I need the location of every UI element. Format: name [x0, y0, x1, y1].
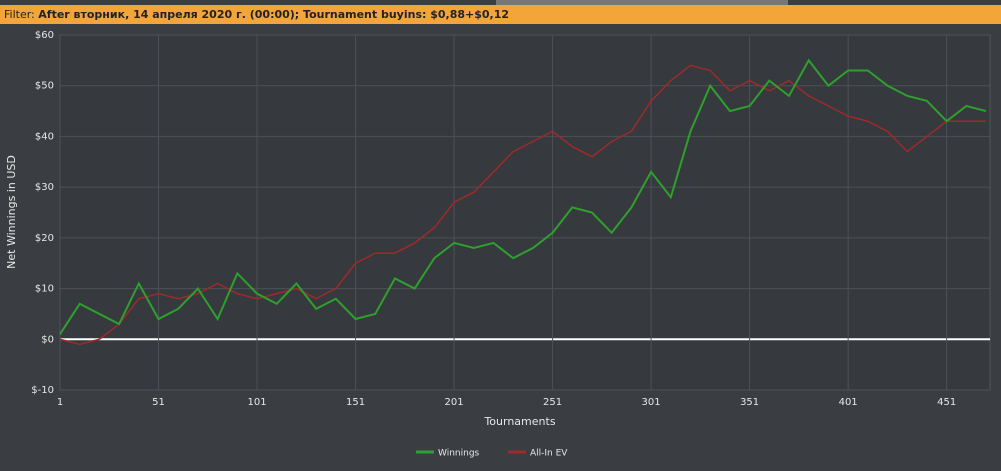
x-tick-label: 251 [543, 397, 562, 408]
x-tick-label: 201 [445, 397, 464, 408]
x-tick-label: 451 [937, 397, 956, 408]
y-tick-label: $-10 [31, 385, 54, 396]
y-tick-label: $30 [35, 182, 54, 193]
legend-label: Winnings [438, 449, 480, 459]
x-tick-label: 51 [152, 397, 165, 408]
y-tick-label: $50 [35, 81, 54, 92]
tab[interactable] [496, 0, 788, 5]
series-line [59, 64, 987, 346]
x-tick-label: 401 [839, 397, 858, 408]
x-axis-label: Tournaments [483, 415, 555, 428]
x-tick-label: 101 [247, 397, 266, 408]
filter-label: Filter: [4, 8, 35, 21]
series-line [59, 58, 987, 335]
legend-label: All-In EV [530, 449, 568, 459]
y-tick-label: $40 [35, 131, 54, 142]
y-tick-label: $10 [35, 284, 54, 295]
filter-bar: Filter: After вторник, 14 апреля 2020 г.… [0, 5, 1001, 24]
filter-text: After вторник, 14 апреля 2020 г. (00:00)… [38, 8, 510, 21]
x-tick-label: 351 [740, 397, 759, 408]
y-tick-label: $20 [35, 233, 54, 244]
y-axis-label: Net Winnings in USD [5, 155, 18, 269]
plot-area [59, 34, 991, 391]
x-tick-label: 301 [642, 397, 661, 408]
y-tick-label: $0 [41, 334, 54, 345]
x-tick-label: 151 [346, 397, 365, 408]
x-tick-label: 1 [57, 397, 63, 408]
y-tick-label: $60 [35, 30, 54, 41]
